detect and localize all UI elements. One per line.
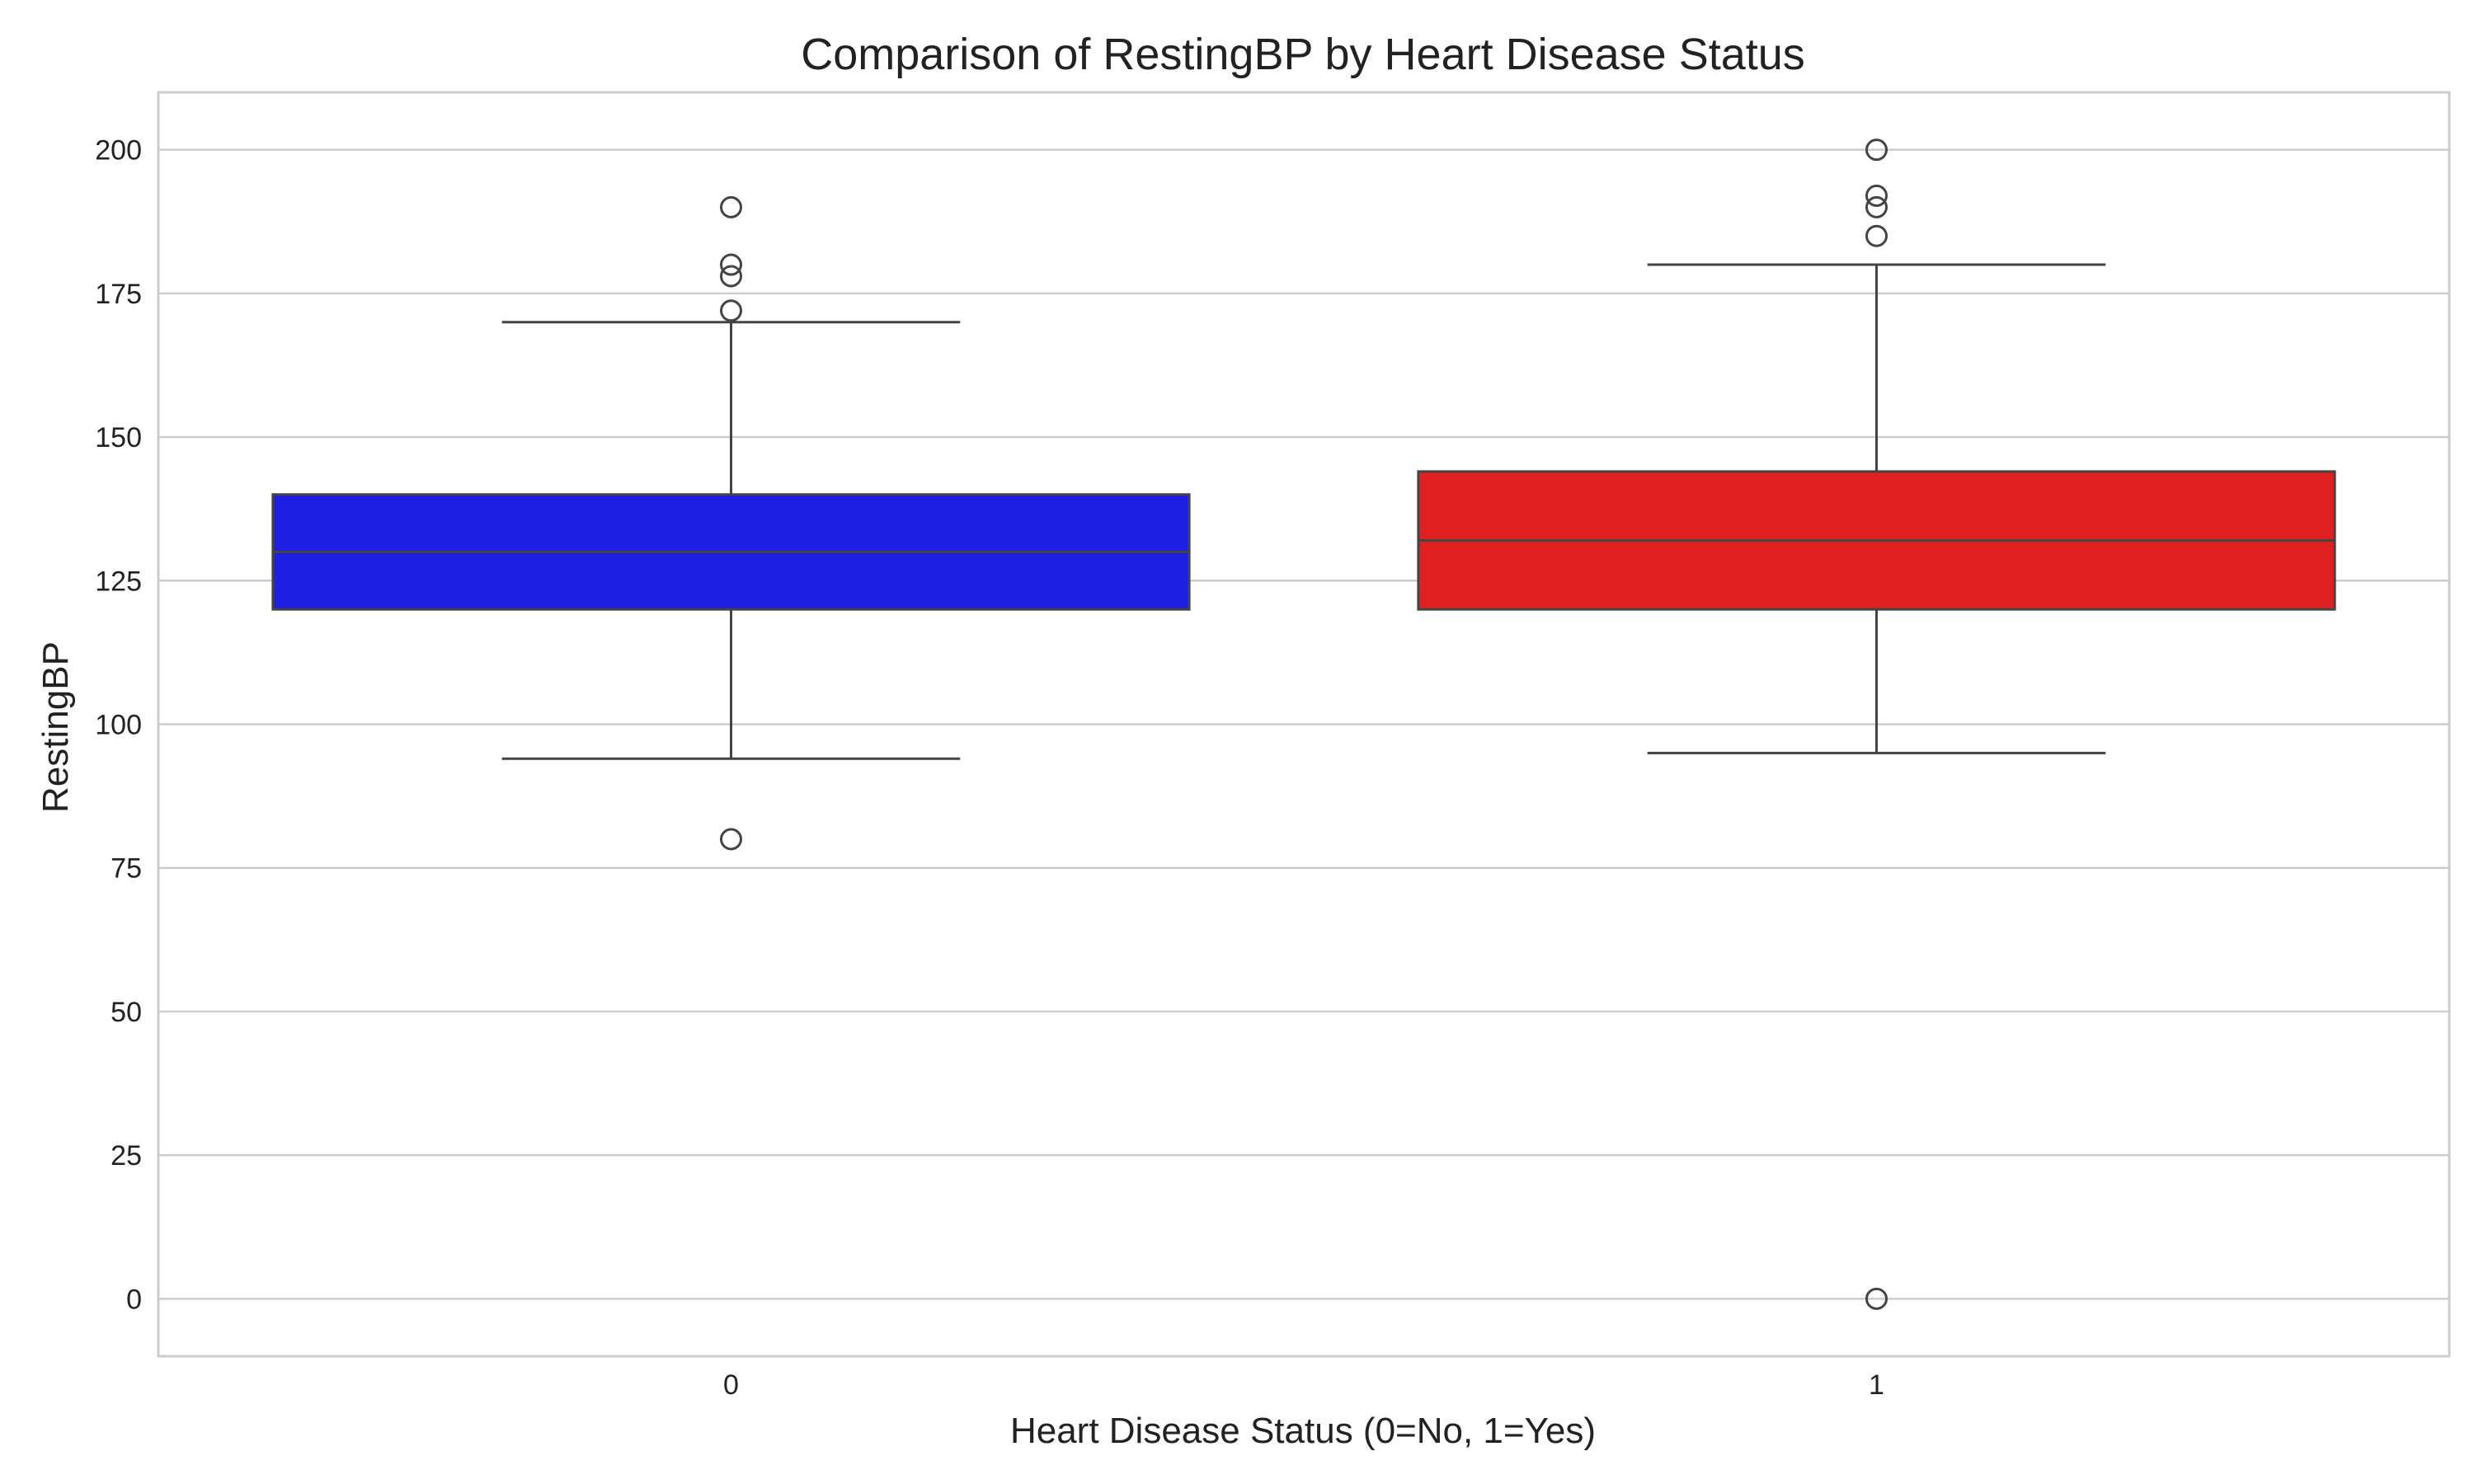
outlier-point bbox=[1865, 224, 1888, 247]
y-axis-label: RestingBP bbox=[35, 641, 76, 813]
y-tick-label: 75 bbox=[111, 853, 142, 885]
plot-frame bbox=[157, 91, 2451, 1358]
box-group-0 bbox=[271, 195, 1191, 851]
outlier-point bbox=[720, 265, 742, 288]
outlier-point bbox=[1865, 139, 1888, 162]
x-tick-label: 1 bbox=[1869, 1369, 1884, 1401]
chart-title: Comparison of RestingBP by Heart Disease… bbox=[801, 30, 1805, 79]
y-tick-label: 150 bbox=[95, 422, 142, 453]
outlier-point bbox=[720, 299, 742, 322]
outlier-point bbox=[720, 828, 742, 851]
x-tick-label: 0 bbox=[723, 1369, 739, 1401]
y-tick-label: 125 bbox=[95, 566, 142, 597]
outlier-point bbox=[1865, 195, 1888, 218]
outlier-point bbox=[1865, 1287, 1888, 1310]
x-axis-label: Heart Disease Status (0=No, 1=Yes) bbox=[1010, 1411, 1596, 1451]
tick-layer: 0 25 50 75 100 125 150 175 200 0 1 bbox=[95, 135, 1884, 1401]
outlier-point bbox=[720, 195, 742, 218]
y-tick-label: 50 bbox=[111, 997, 142, 1028]
y-tick-label: 0 bbox=[126, 1284, 142, 1315]
box-layer bbox=[271, 139, 2336, 1310]
outlier-point bbox=[720, 253, 742, 276]
y-tick-label: 25 bbox=[111, 1140, 142, 1172]
y-tick-label: 100 bbox=[95, 710, 142, 741]
y-tick-label: 175 bbox=[95, 279, 142, 310]
y-tick-label: 200 bbox=[95, 135, 142, 167]
box-group-1 bbox=[1417, 139, 2336, 1310]
outlier-point bbox=[1865, 184, 1888, 207]
